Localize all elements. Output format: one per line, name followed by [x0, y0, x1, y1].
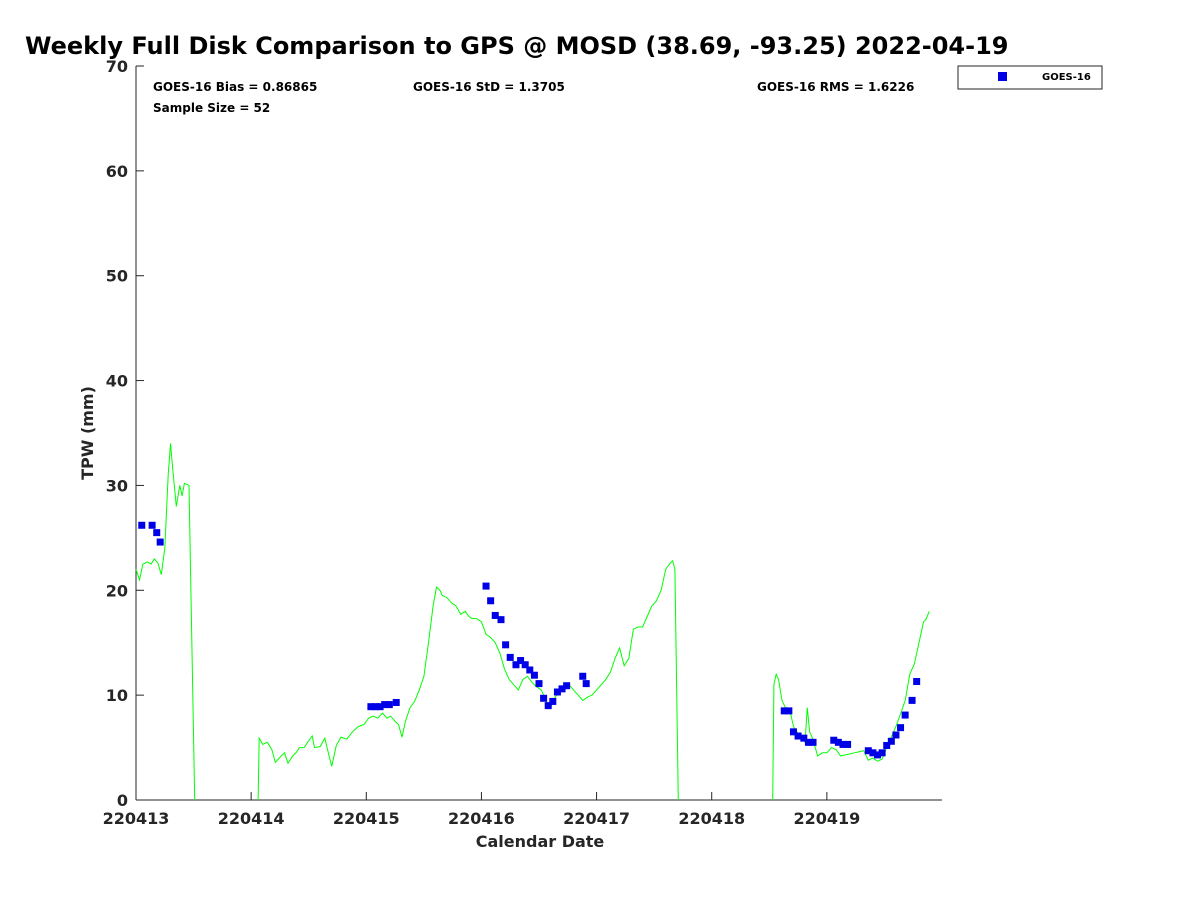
- goes16-point: [371, 703, 379, 711]
- goes16-point: [482, 582, 490, 590]
- y-tick-label: 30: [106, 476, 128, 495]
- goes16-point: [153, 529, 161, 537]
- goes16-point: [892, 731, 900, 739]
- goes16-point: [526, 666, 534, 674]
- goes16-point: [512, 661, 520, 669]
- goes16-point: [883, 741, 891, 749]
- x-tick-label: 220413: [103, 809, 170, 828]
- goes16-point: [780, 707, 788, 715]
- goes16-point: [138, 521, 146, 529]
- x-axis-label: Calendar Date: [476, 832, 605, 851]
- x-tick-label: 220415: [333, 809, 400, 828]
- goes16-point: [878, 749, 886, 757]
- goes16-point: [830, 736, 838, 744]
- y-axis-label: TPW (mm): [78, 386, 97, 480]
- goes16-point: [487, 597, 495, 605]
- goes16-point: [392, 698, 400, 706]
- goes16-point: [367, 703, 375, 711]
- goes16-point: [517, 657, 525, 665]
- goes16-point: [491, 611, 499, 619]
- legend-label-goes16: GOES-16: [1042, 72, 1091, 83]
- goes16-point: [809, 738, 817, 746]
- y-tick-label: 20: [106, 581, 128, 600]
- chart-title: Weekly Full Disk Comparison to GPS @ MOS…: [25, 32, 1008, 60]
- goes16-point: [563, 682, 571, 690]
- goes16-point: [530, 671, 538, 679]
- y-tick-label: 50: [106, 267, 128, 286]
- gps-line-segment: [257, 559, 679, 801]
- goes16-point: [521, 661, 529, 669]
- goes16-point: [908, 696, 916, 704]
- x-tick-label: 220419: [793, 809, 860, 828]
- goes16-point: [897, 724, 905, 732]
- x-tick-label: 220417: [563, 809, 630, 828]
- goes16-point: [497, 616, 505, 624]
- goes16-point: [381, 701, 389, 709]
- legend: GOES-16: [957, 65, 1103, 90]
- legend-marker-goes16: [998, 72, 1007, 81]
- bias-annotation: GOES-16 Bias = 0.86865: [153, 80, 317, 94]
- y-tick-label: 40: [106, 372, 128, 391]
- goes16-point: [794, 732, 802, 740]
- goes16-point: [869, 749, 877, 757]
- gps-line-segment: [772, 611, 930, 801]
- goes16-point: [502, 641, 510, 649]
- gps-line-series: [135, 443, 930, 801]
- std-annotation: GOES-16 StD = 1.3705: [413, 80, 565, 94]
- goes16-point: [156, 538, 164, 546]
- goes16-point: [385, 701, 393, 709]
- y-tick-label: 0: [117, 791, 128, 810]
- goes16-point: [558, 685, 566, 693]
- x-tick-label: 220414: [218, 809, 285, 828]
- x-tick-label: 220418: [678, 809, 745, 828]
- goes16-point: [864, 747, 872, 755]
- goes16-point: [785, 707, 793, 715]
- goes16-point-series: [138, 521, 921, 759]
- goes16-point: [800, 734, 808, 742]
- goes16-point: [789, 728, 797, 736]
- goes16-point: [874, 751, 882, 759]
- gps-line-segment: [135, 443, 196, 801]
- goes16-point: [148, 521, 156, 529]
- goes16-point: [579, 672, 587, 680]
- goes16-point: [376, 703, 384, 711]
- y-axis-ticks: 0 10 20 30 40 50 60 70: [106, 57, 144, 810]
- goes16-point: [804, 738, 812, 746]
- y-tick-label: 60: [106, 162, 128, 181]
- goes16-point: [839, 740, 847, 748]
- x-tick-label: 220416: [448, 809, 515, 828]
- goes16-point: [913, 678, 921, 686]
- rms-annotation: GOES-16 RMS = 1.6226: [757, 80, 914, 94]
- goes16-point: [544, 702, 552, 710]
- goes16-point: [535, 680, 543, 688]
- x-axis-ticks: 220413 220414 220415 220416 220417 220418 2204…: [103, 792, 860, 828]
- goes16-point: [506, 653, 514, 661]
- goes16-point: [887, 737, 895, 745]
- goes16-point: [582, 680, 590, 688]
- goes16-point: [540, 694, 548, 702]
- goes16-point: [553, 688, 561, 696]
- goes16-point: [844, 740, 852, 748]
- sample-size-annotation: Sample Size = 52: [153, 101, 270, 115]
- goes16-point: [549, 697, 557, 705]
- legend-box: [957, 65, 1103, 90]
- y-tick-label: 10: [106, 686, 128, 705]
- goes16-point: [901, 711, 909, 719]
- y-tick-label: 70: [106, 57, 128, 76]
- goes16-point: [834, 738, 842, 746]
